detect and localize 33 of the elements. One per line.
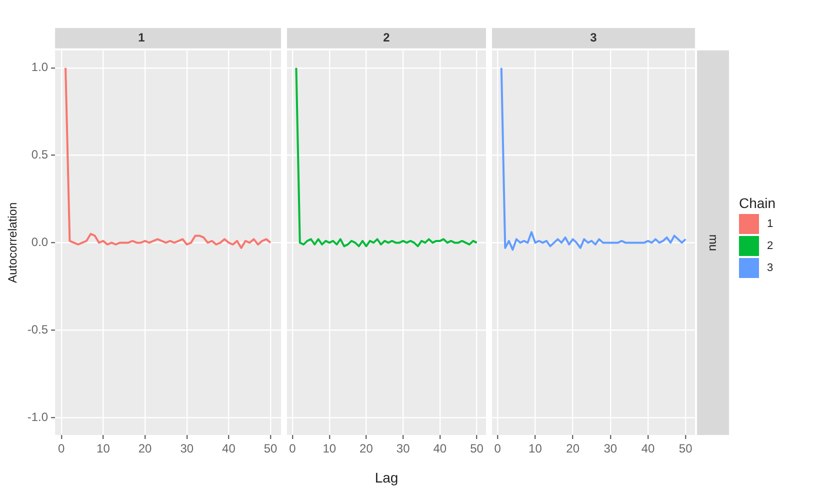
y-tick-label: -0.5	[27, 322, 48, 336]
x-tick-label: 30	[396, 442, 410, 456]
x-tick-label: 10	[322, 442, 336, 456]
legend-label: 2	[767, 240, 774, 252]
x-tick-label: 0	[494, 442, 502, 456]
text: mu	[706, 234, 721, 252]
x-tick-label: 50	[264, 442, 278, 456]
x-tick-label: 10	[528, 442, 542, 456]
legend-label: 1	[767, 218, 774, 230]
chart-title: 3	[590, 30, 598, 45]
x-tick-label: 20	[138, 442, 152, 456]
x-tick-label: 10	[96, 442, 110, 456]
chart-title: 1	[138, 30, 146, 45]
x-tick-label: 30	[604, 442, 618, 456]
x-tick-label: 20	[566, 442, 580, 456]
y-tick-label: 0.0	[31, 235, 48, 250]
x-tick-label: 20	[360, 442, 374, 456]
y-axis-title: Autocorrelation	[6, 202, 20, 284]
x-tick-label: 50	[678, 442, 693, 456]
chart-title: 2	[383, 30, 390, 45]
x-tick-label: 50	[470, 442, 484, 456]
x-axis-title: Lag	[374, 469, 398, 486]
x-tick-label: 0	[58, 442, 66, 456]
x-tick-label: 40	[222, 442, 236, 456]
x-tick-label: 40	[433, 442, 447, 456]
x-tick-label: 0	[289, 442, 296, 456]
legend-label: 3	[767, 262, 774, 274]
x-tick-label: 40	[641, 442, 656, 456]
x-tick-label: 30	[180, 442, 194, 456]
y-tick-label: 1.0	[31, 60, 48, 74]
y-tick-label: 0.5	[31, 148, 48, 162]
y-tick-label: -1.0	[27, 410, 48, 424]
legend-title: Chain	[739, 195, 776, 211]
